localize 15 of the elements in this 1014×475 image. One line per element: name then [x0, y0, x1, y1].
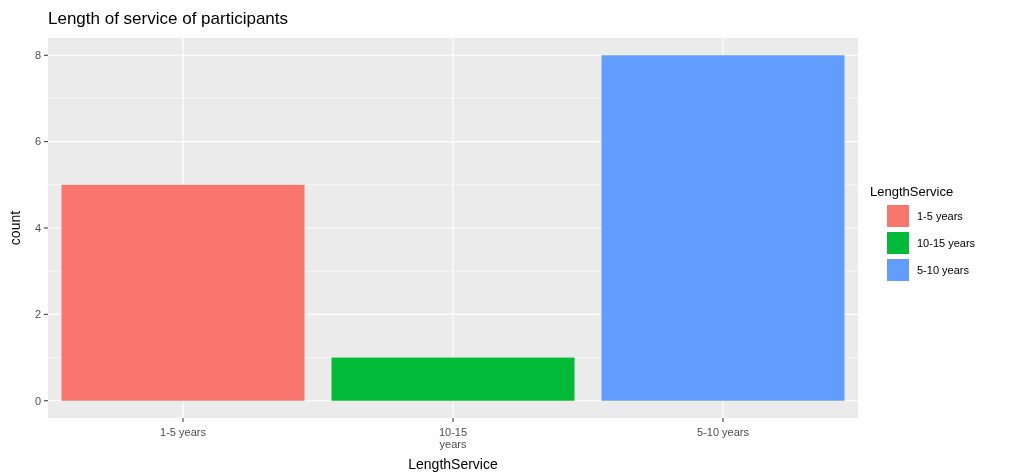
legend-label: 10-15 years [917, 236, 976, 249]
x-tick-label: 10-15 years [438, 426, 468, 450]
legend-label: 5-10 years [917, 263, 970, 276]
x-axis-title: LengthService [408, 456, 498, 472]
legend-label: 1-5 years [917, 209, 964, 222]
x-tick-label: 5-10 years [697, 426, 750, 438]
y-tick-label: 0 [34, 394, 41, 407]
legend-title: LengthService [870, 184, 954, 199]
y-axis-title: count [7, 210, 23, 246]
y-tick-label: 8 [34, 49, 41, 62]
chart-title: Length of service of participants [48, 9, 289, 28]
y-tick-label: 4 [34, 221, 41, 234]
y-tick-label: 2 [34, 308, 41, 321]
x-tick-label: 1-5 years [160, 426, 207, 438]
y-tick-label: 6 [34, 135, 41, 148]
